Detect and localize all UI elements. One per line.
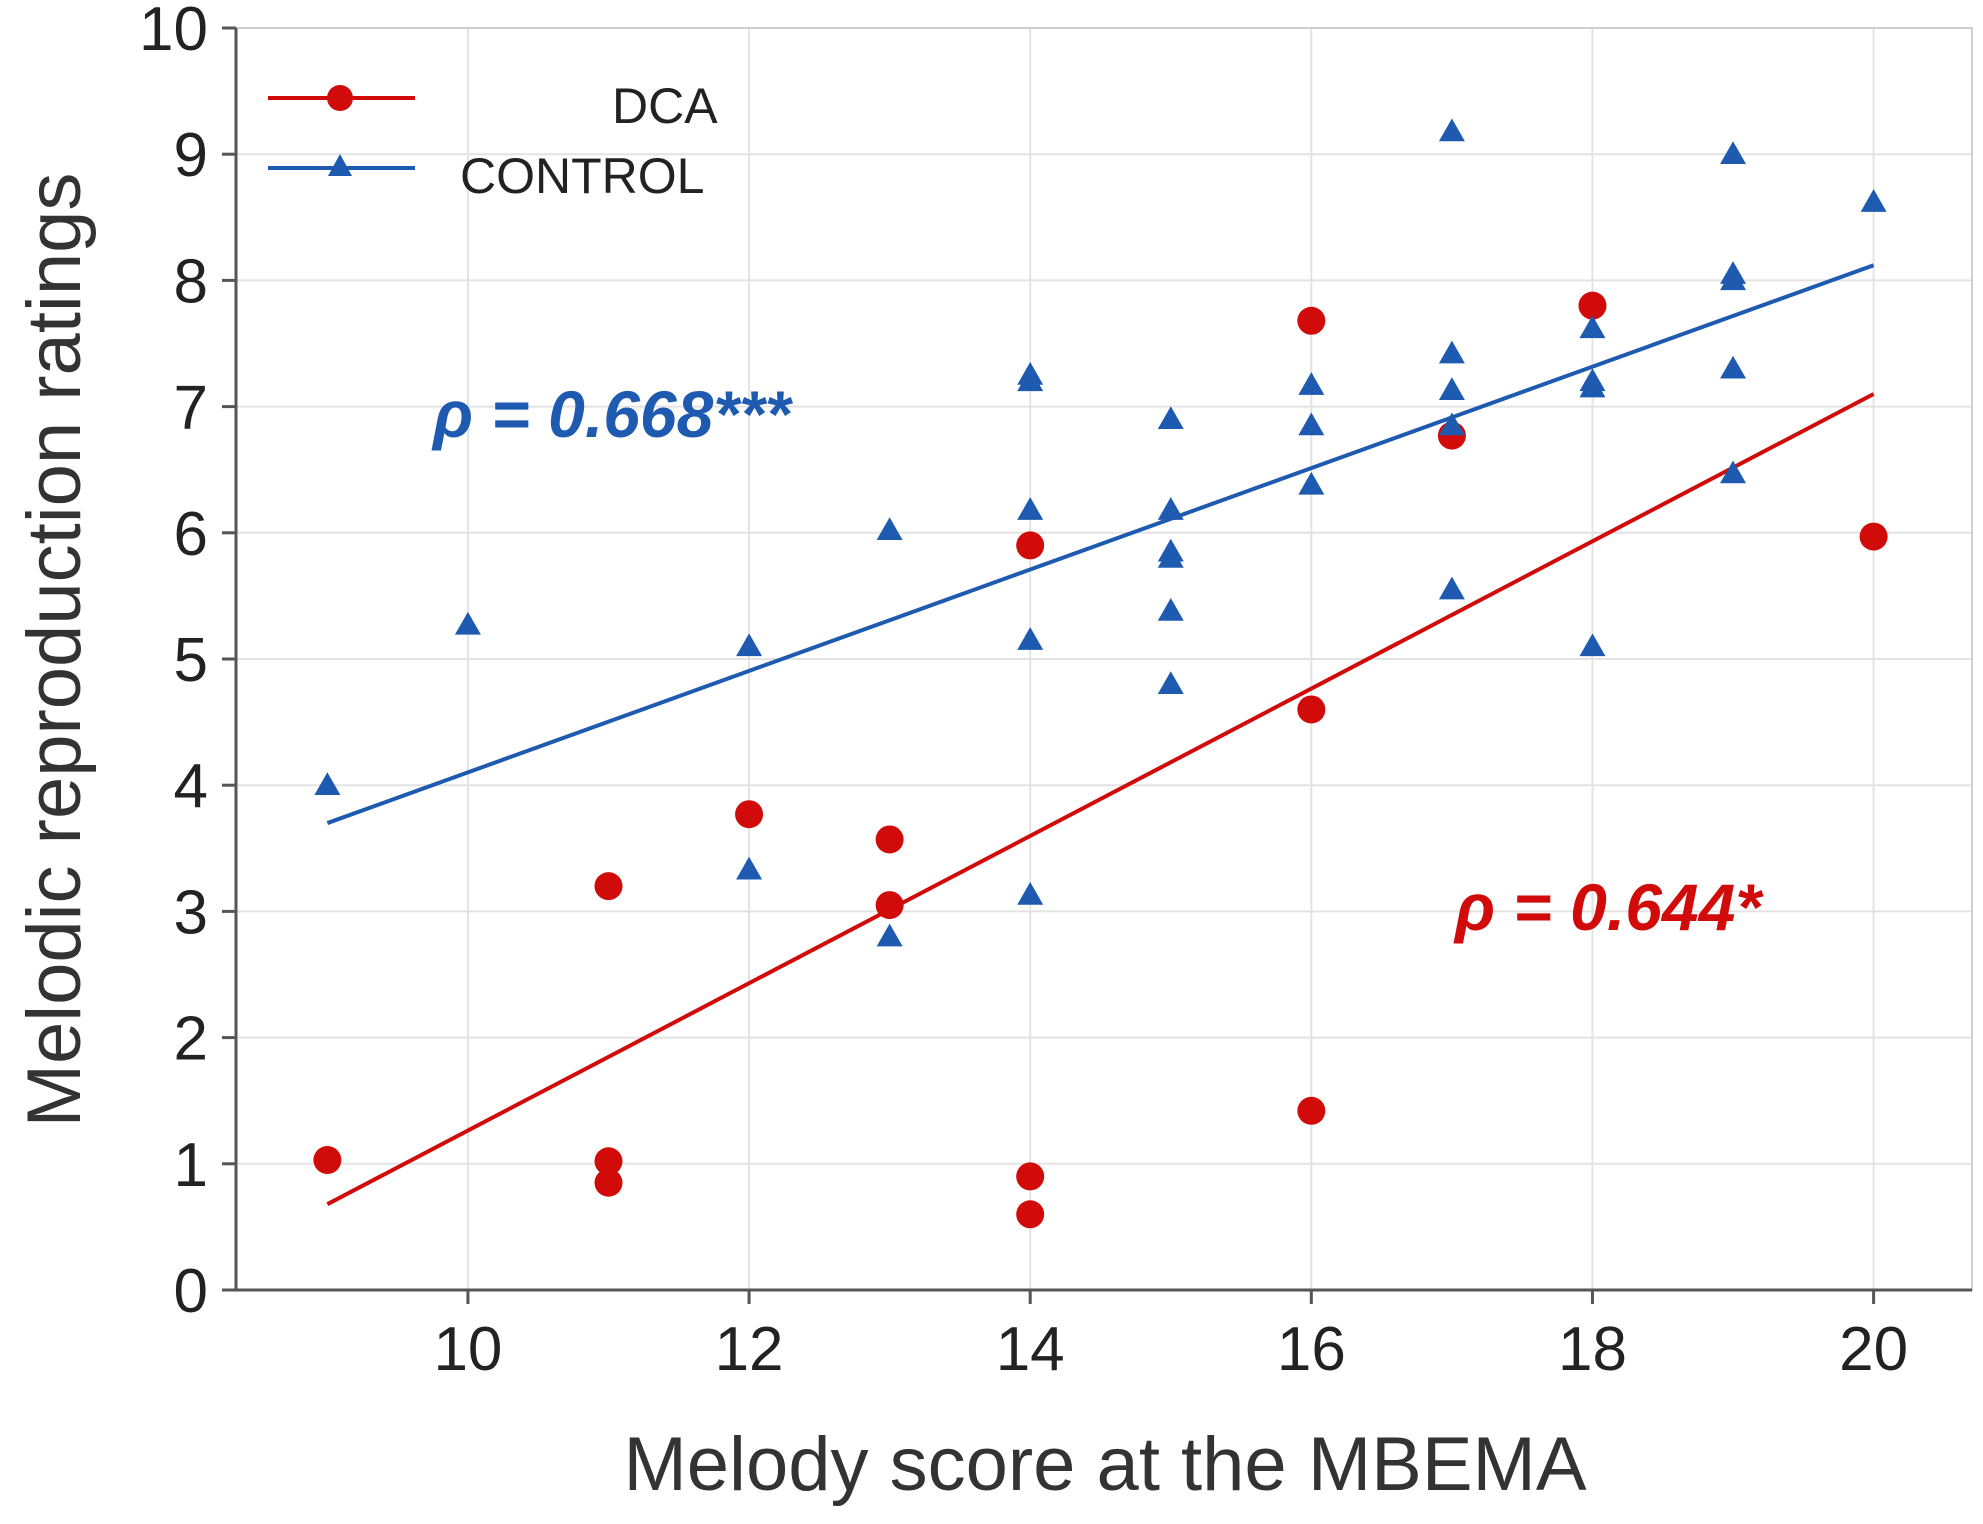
grid	[236, 27, 1972, 1291]
control-point-2	[736, 633, 763, 657]
dca-point-7	[1016, 531, 1045, 560]
control-point-34	[1860, 189, 1887, 212]
control-point-9	[1017, 627, 1044, 650]
legend: DCA CONTROL	[268, 78, 718, 204]
x-tick-label-20: 20	[1839, 1315, 1908, 1384]
dca-point-14	[1578, 291, 1607, 320]
control-point-11	[1157, 406, 1184, 429]
y-tick-label-9: 9	[174, 121, 208, 190]
dca-point-4	[735, 800, 764, 829]
control-point-8	[1017, 497, 1044, 520]
data-points	[313, 118, 1888, 1229]
dca-point-0	[313, 1146, 342, 1175]
dca-point-12	[1297, 1096, 1326, 1125]
dca-point-15	[1859, 522, 1888, 551]
control-point-10	[1017, 881, 1044, 905]
y-axis-label: Melodic reproduction ratings	[12, 173, 97, 1128]
control-point-19	[1298, 471, 1325, 495]
control-point-23	[1438, 412, 1465, 436]
y-tick-label-5: 5	[174, 626, 208, 695]
y-tick-label-3: 3	[174, 878, 208, 947]
control-point-12	[1157, 497, 1184, 520]
axes	[222, 26, 1973, 1304]
control-point-5	[876, 923, 903, 947]
control-point-1	[454, 611, 481, 635]
control-point-27	[1579, 374, 1606, 398]
dca-point-5	[875, 825, 904, 854]
control-point-15	[1157, 598, 1184, 621]
x-tick-label-10: 10	[433, 1315, 502, 1384]
control-point-21	[1438, 340, 1465, 364]
dca-point-8	[1016, 1162, 1045, 1191]
control-point-17	[1298, 372, 1325, 395]
dca-point-1	[594, 872, 623, 901]
control-point-16	[1157, 671, 1184, 694]
y-tick-label-2: 2	[174, 1005, 208, 1074]
y-tick-label-7: 7	[174, 374, 208, 443]
control-correlation-annotation: ρ = 0.668***	[431, 377, 794, 451]
y-tick-label-6: 6	[174, 500, 208, 569]
x-tick-label-14: 14	[996, 1315, 1065, 1384]
control-point-31	[1720, 267, 1747, 291]
dca-point-2	[594, 1147, 623, 1176]
control-point-7	[1017, 368, 1044, 392]
dca-point-10	[1297, 306, 1326, 335]
control-point-0	[314, 772, 341, 795]
control-point-4	[876, 517, 903, 541]
y-tick-label-4: 4	[174, 752, 208, 821]
control-point-24	[1438, 576, 1465, 600]
x-axis-label: Melody score at the MBEMA	[623, 1422, 1586, 1507]
control-point-18	[1298, 412, 1325, 436]
dca-correlation-annotation: ρ = 0.644*	[1453, 870, 1764, 944]
legend-dca-marker	[327, 85, 353, 111]
y-tick-label-0: 0	[174, 1257, 208, 1326]
control-point-32	[1720, 355, 1747, 379]
control-point-25	[1579, 315, 1606, 339]
dca-point-9	[1016, 1200, 1045, 1229]
control-fit-line	[326, 263, 1875, 825]
dca-point-6	[875, 891, 904, 920]
control-point-29	[1720, 141, 1747, 164]
y-tick-label-10: 10	[139, 0, 208, 64]
control-point-33	[1720, 460, 1747, 484]
x-tick-label-16: 16	[1277, 1315, 1346, 1384]
dca-fit-line	[326, 392, 1875, 1206]
y-tick-label-8: 8	[174, 247, 208, 316]
x-tick-label-12: 12	[715, 1315, 784, 1384]
control-point-28	[1579, 633, 1606, 657]
y-tick-label-1: 1	[174, 1131, 208, 1200]
legend-control-label: CONTROL	[460, 148, 704, 204]
control-point-14	[1157, 545, 1184, 568]
dca-point-11	[1297, 695, 1326, 724]
legend-dca-label: DCA	[612, 78, 718, 134]
legend-control-marker	[328, 154, 352, 176]
x-tick-label-18: 18	[1558, 1315, 1627, 1384]
control-point-22	[1438, 377, 1465, 400]
fit-lines	[326, 263, 1875, 1206]
dca-point-3	[594, 1168, 623, 1197]
control-point-20	[1438, 118, 1465, 142]
control-point-3	[736, 856, 763, 880]
